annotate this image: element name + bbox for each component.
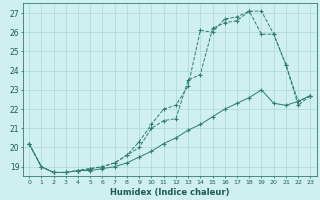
X-axis label: Humidex (Indice chaleur): Humidex (Indice chaleur)	[110, 188, 229, 197]
